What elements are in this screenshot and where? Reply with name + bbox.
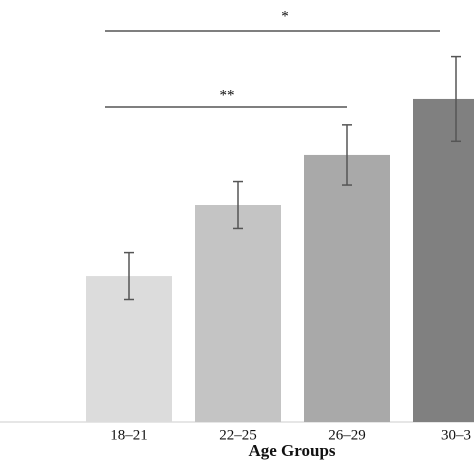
x-tick-label: 18–21 (110, 427, 148, 443)
bar (86, 276, 172, 422)
error-bar (124, 251, 134, 301)
significance-label: * (281, 8, 289, 24)
x-tick-label: 22–25 (219, 427, 257, 443)
error-bar (342, 124, 352, 186)
bar (195, 205, 281, 422)
bar (304, 154, 390, 422)
x-tick-label: 26–29 (328, 427, 366, 443)
error-bar (233, 180, 243, 230)
error-bar (451, 55, 461, 143)
bar (413, 98, 474, 422)
x-tick-label: 30–3 (441, 427, 471, 443)
significance-label: ** (220, 87, 235, 103)
x-axis-label: Age Groups (248, 441, 335, 460)
